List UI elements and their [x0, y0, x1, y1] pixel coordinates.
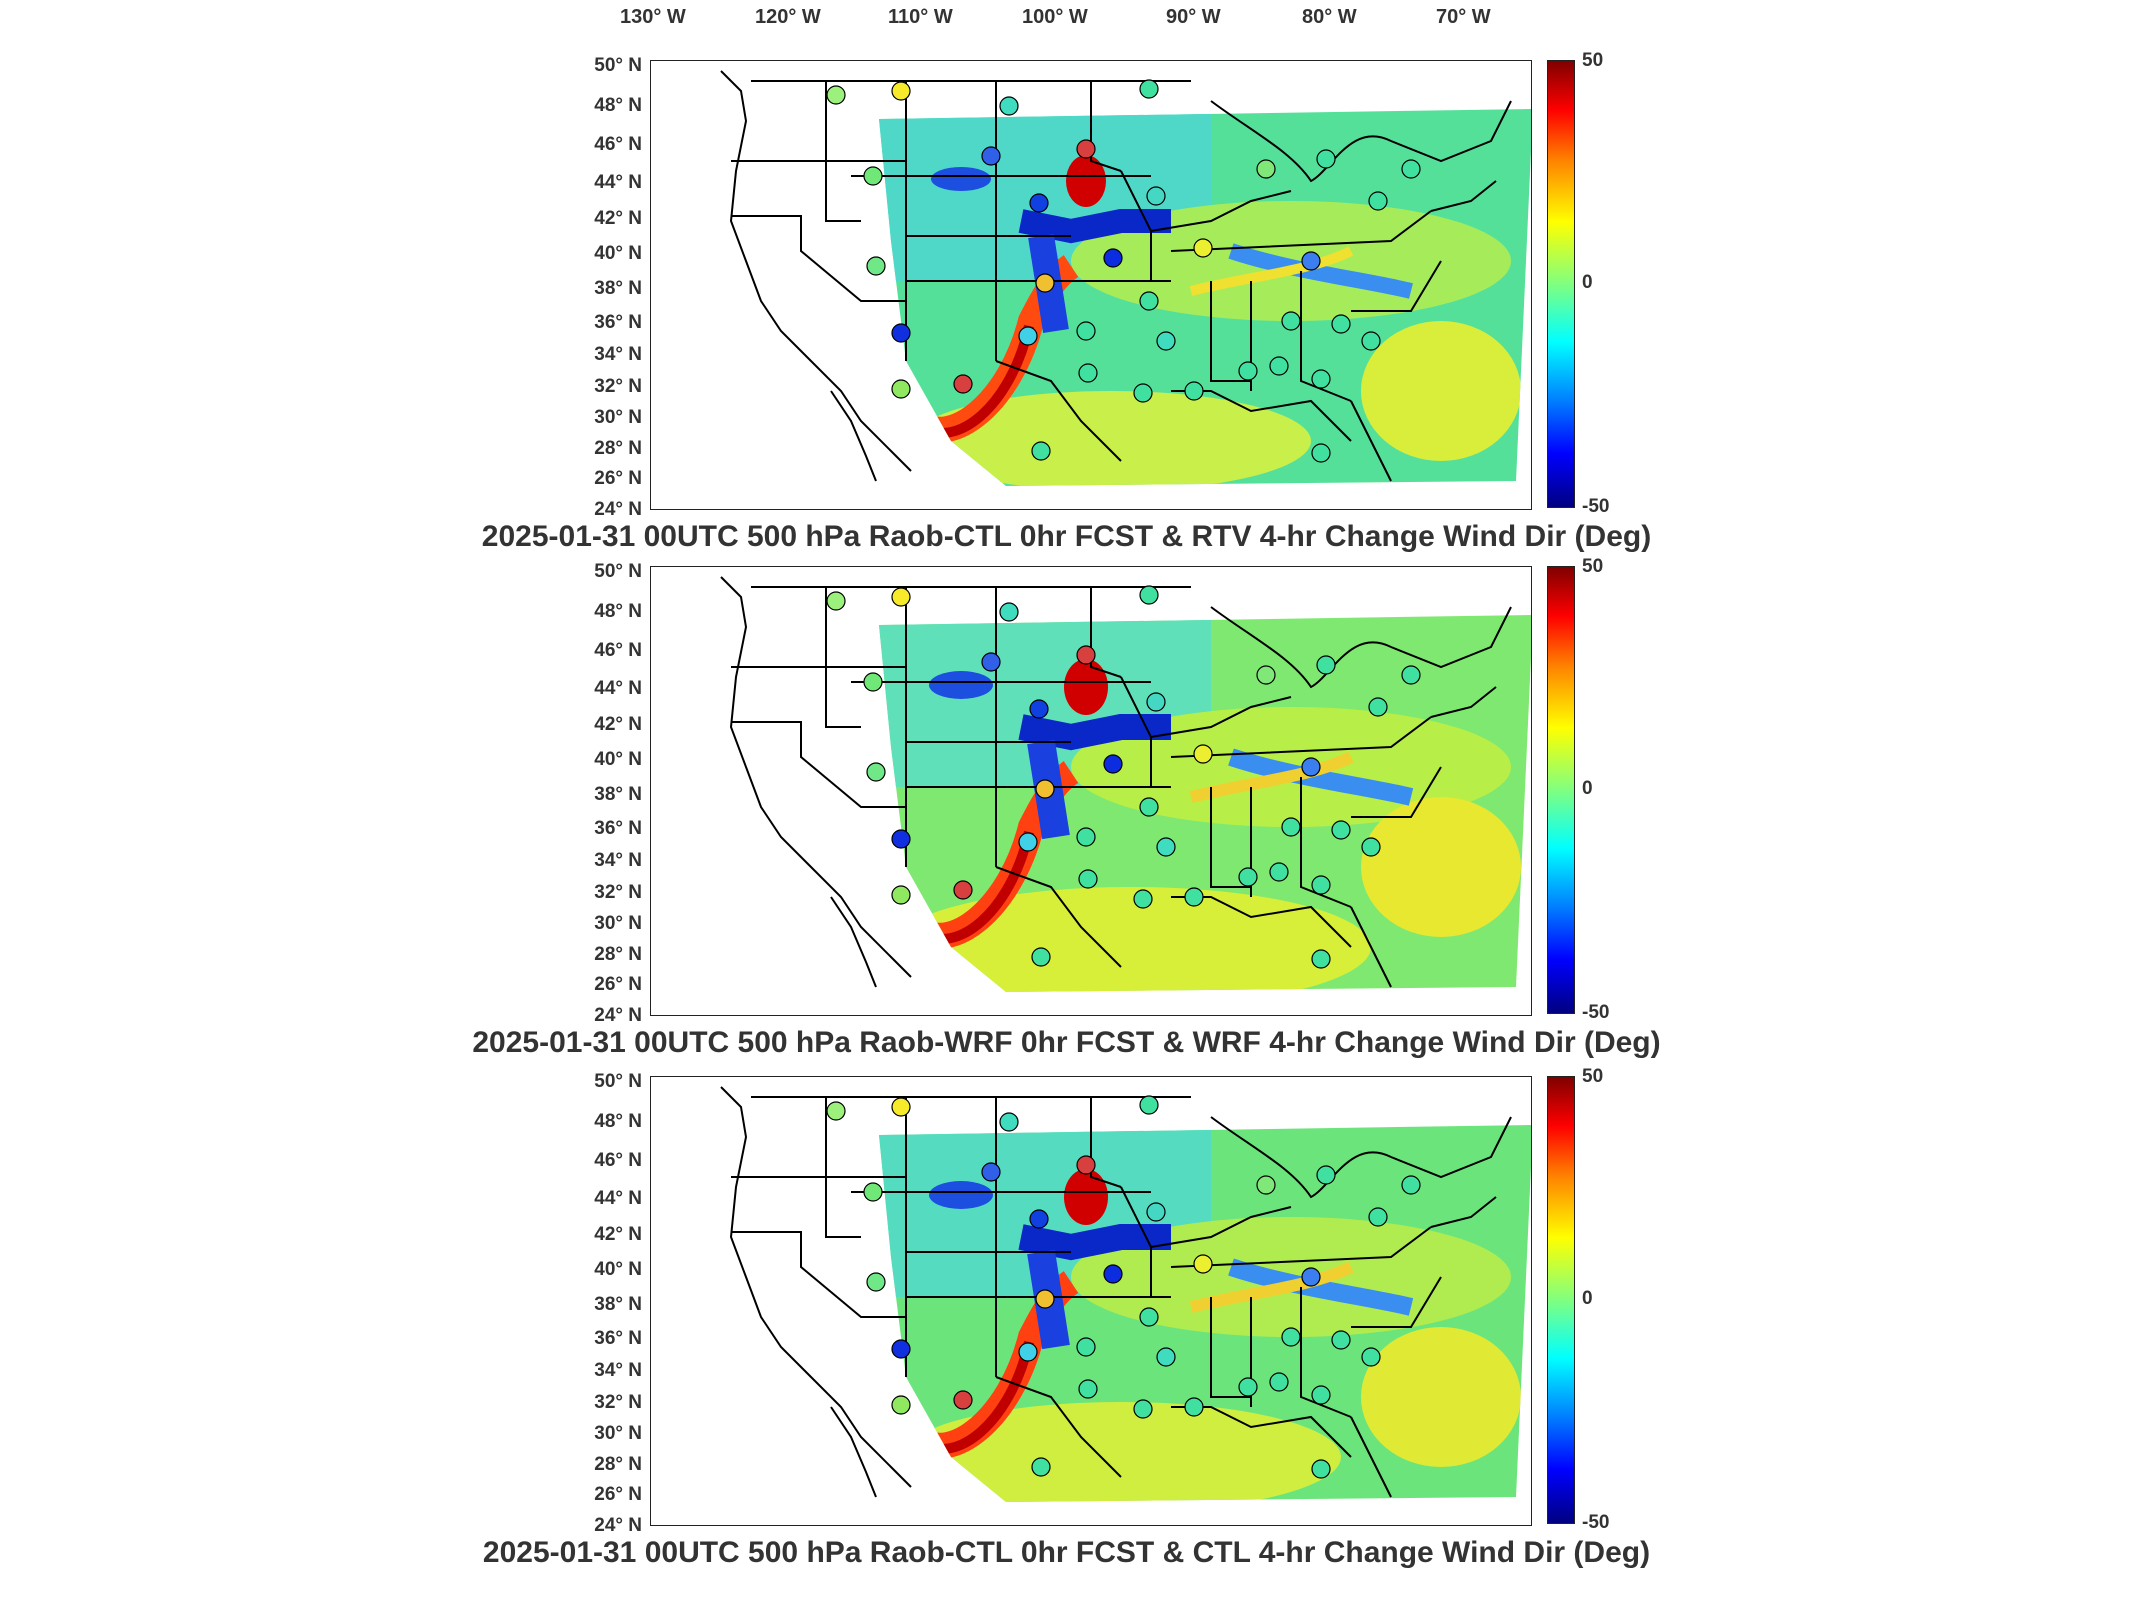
lon-tick: 130° W [620, 6, 686, 28]
lat-tick: 38° N [594, 278, 642, 299]
colorbar-min-label: -50 [1582, 496, 1610, 517]
lat-tick: 28° N [594, 944, 642, 965]
lon-tick: 70° W [1436, 6, 1491, 28]
lat-tick: 44° N [594, 1188, 642, 1209]
lat-tick: 24° N [594, 499, 642, 520]
lat-tick: 28° N [594, 1454, 642, 1475]
lat-tick: 44° N [594, 678, 642, 699]
wind-direction-map [720, 1086, 1531, 1502]
colorbar-mid-label: 0 [1582, 778, 1593, 799]
lat-tick: 46° N [594, 134, 642, 155]
lon-tick: 120° W [755, 6, 821, 28]
lat-tick: 32° N [594, 882, 642, 903]
panel-title: 2025-01-31 00UTC 500 hPa Raob-CTL 0hr FC… [482, 1536, 1651, 1569]
lat-tick: 34° N [594, 344, 642, 365]
lat-tick: 24° N [594, 1515, 642, 1536]
lat-tick: 36° N [594, 1328, 642, 1349]
map-frame [650, 1076, 1532, 1526]
lat-tick: 30° N [594, 913, 642, 934]
lat-tick: 40° N [594, 243, 642, 264]
lat-tick: 38° N [594, 1294, 642, 1315]
colorbar-min-label: -50 [1582, 1512, 1610, 1533]
lat-tick: 46° N [594, 640, 642, 661]
lat-tick: 24° N [594, 1005, 642, 1026]
colorbar-max-label: 50 [1582, 556, 1604, 577]
lat-tick: 50° N [594, 1071, 642, 1092]
lat-tick: 44° N [594, 172, 642, 193]
map-frame [650, 60, 1532, 510]
map-frame [650, 566, 1532, 1016]
lon-tick: 100° W [1022, 6, 1088, 28]
wind-direction-map [720, 70, 1531, 486]
lat-tick: 26° N [594, 1484, 642, 1505]
lat-tick: 42° N [594, 1224, 642, 1245]
lat-tick: 50° N [594, 55, 642, 76]
panel-title: 2025-01-31 00UTC 500 hPa Raob-CTL 0hr FC… [481, 520, 1652, 553]
lat-tick: 40° N [594, 749, 642, 770]
colorbar [1547, 60, 1575, 508]
colorbar-max-label: 50 [1582, 1066, 1604, 1087]
lat-tick: 32° N [594, 376, 642, 397]
lat-tick: 48° N [594, 95, 642, 116]
lat-tick: 26° N [594, 468, 642, 489]
colorbar-min-label: -50 [1582, 1002, 1610, 1023]
lat-tick: 30° N [594, 1423, 642, 1444]
wind-direction-map [720, 576, 1531, 992]
colorbar-max-label: 50 [1582, 50, 1604, 71]
lat-tick: 38° N [594, 784, 642, 805]
colorbar-mid-label: 0 [1582, 272, 1593, 293]
lat-tick: 48° N [594, 601, 642, 622]
lat-tick: 32° N [594, 1392, 642, 1413]
lat-tick: 34° N [594, 1360, 642, 1381]
lat-tick: 42° N [594, 208, 642, 229]
lat-tick: 28° N [594, 438, 642, 459]
lat-tick: 46° N [594, 1150, 642, 1171]
colorbar [1547, 1076, 1575, 1524]
colorbar-mid-label: 0 [1582, 1288, 1593, 1309]
lon-tick: 110° W [888, 6, 953, 28]
lat-tick: 30° N [594, 407, 642, 428]
lat-tick: 50° N [594, 561, 642, 582]
colorbar [1547, 566, 1575, 1014]
lat-tick: 36° N [594, 818, 642, 839]
lat-tick: 34° N [594, 850, 642, 871]
lat-tick: 42° N [594, 714, 642, 735]
lat-tick: 40° N [594, 1259, 642, 1280]
panel-title: 2025-01-31 00UTC 500 hPa Raob-WRF 0hr FC… [472, 1026, 1661, 1059]
lat-tick: 48° N [594, 1111, 642, 1132]
lon-tick: 80° W [1302, 6, 1357, 28]
lat-tick: 36° N [594, 312, 642, 333]
lat-tick: 26° N [594, 974, 642, 995]
lon-tick: 90° W [1166, 6, 1221, 28]
